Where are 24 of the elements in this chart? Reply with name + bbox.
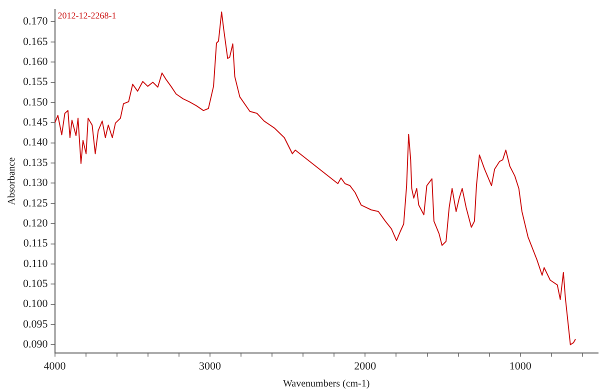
y-tick-label: 0.165	[23, 36, 48, 48]
x-tick-label: 3000	[198, 360, 222, 372]
y-tick-label: 0.105	[23, 278, 48, 290]
x-axis-title: Wavenumbers (cm-1)	[283, 378, 370, 390]
y-tick-label: 0.135	[23, 156, 48, 169]
y-tick-label: 0.095	[23, 318, 48, 330]
y-tick-label: 0.100	[23, 298, 48, 310]
y-tick-label: 0.110	[23, 258, 48, 270]
y-tick-label: 0.150	[23, 96, 48, 108]
y-tick-label: 0.130	[23, 177, 48, 190]
y-tick-label: 0.140	[23, 136, 48, 149]
y-tick-label: 0.145	[23, 116, 48, 129]
annotation: 2012-12-2268-1	[58, 10, 116, 20]
y-tick-label: 0.155	[23, 76, 48, 88]
y-tick-label: 0.160	[23, 56, 48, 68]
y-tick-label: 0.120	[23, 217, 48, 230]
y-tick-label: 0.115	[23, 238, 48, 250]
y-tick-label: 0.090	[23, 338, 48, 351]
x-tick-label: 2000	[354, 360, 377, 372]
y-axis-title: Absorbance	[6, 156, 18, 206]
y-tick-label: 0.125	[23, 197, 48, 210]
y-tick-label: 0.170	[23, 16, 48, 28]
x-tick-label: 1000	[509, 360, 532, 372]
x-tick-label: 4000	[44, 360, 66, 372]
